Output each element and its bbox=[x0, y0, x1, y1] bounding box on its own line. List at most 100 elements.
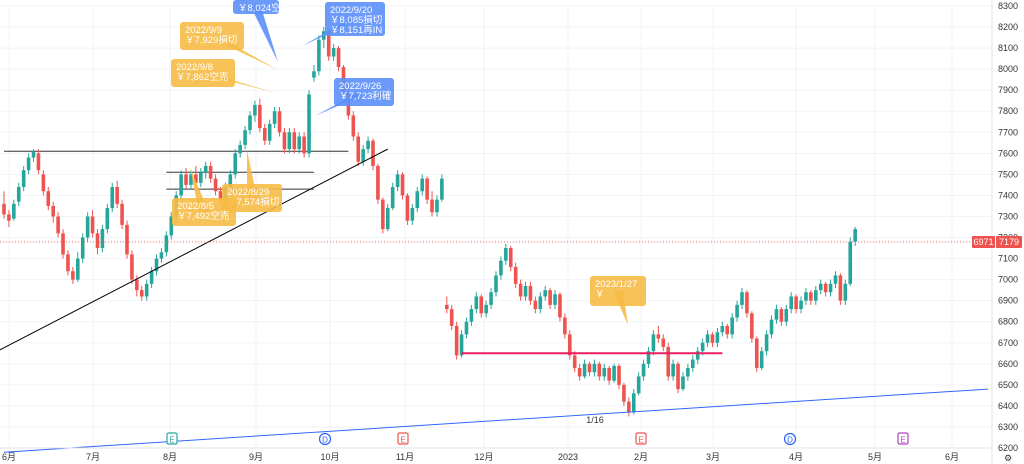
earnings-marker bbox=[166, 432, 178, 445]
y-tick-label: 7800 bbox=[998, 106, 1018, 116]
callout-box bbox=[334, 78, 394, 106]
candle-body bbox=[130, 254, 134, 280]
event-marker-label: E bbox=[169, 436, 174, 445]
x-tick-label: 7月 bbox=[86, 452, 100, 462]
callout-text: 2022/8/29 bbox=[227, 187, 269, 198]
candle-body bbox=[95, 233, 100, 249]
callout-text: 2023/1/27 bbox=[595, 279, 637, 290]
candle-body bbox=[627, 401, 631, 413]
y-tick-label: 6200 bbox=[998, 443, 1018, 453]
candle-body bbox=[331, 48, 336, 57]
candle-body bbox=[385, 208, 390, 230]
candle-body bbox=[282, 132, 287, 150]
callout-text: 2022/8/5 bbox=[177, 201, 214, 212]
candle-body bbox=[597, 363, 602, 377]
candle-body bbox=[302, 136, 306, 154]
candle-body bbox=[164, 235, 169, 253]
chart-extras: 1/16 bbox=[0, 241, 992, 425]
x-tick-label: 8月 bbox=[163, 452, 177, 462]
callout-box bbox=[325, 2, 385, 36]
candle-body bbox=[725, 325, 730, 335]
candle-body bbox=[715, 332, 720, 343]
callout-box bbox=[171, 59, 235, 87]
candle-body bbox=[577, 368, 582, 377]
candle-body bbox=[41, 174, 46, 192]
candle-body bbox=[7, 214, 11, 221]
candle-body bbox=[435, 199, 439, 213]
candle-body bbox=[110, 187, 115, 209]
candle-body bbox=[2, 203, 6, 215]
candle-body bbox=[818, 283, 823, 291]
candle-body bbox=[390, 187, 395, 209]
annotation-callout: 2022/9/9￥7,929損切 bbox=[180, 22, 278, 70]
candle-body bbox=[528, 285, 533, 301]
candle-body bbox=[80, 237, 85, 259]
candle-body bbox=[533, 300, 538, 310]
candle-body bbox=[823, 283, 828, 293]
horizontal-lines bbox=[4, 150, 349, 190]
candle-body bbox=[750, 313, 754, 339]
candle-body bbox=[208, 165, 213, 179]
candle-body bbox=[740, 292, 744, 305]
candle-body bbox=[568, 334, 572, 356]
callout-text: ￥7,492空売 bbox=[177, 210, 229, 222]
price-labels: 6971 7179 bbox=[972, 235, 1022, 248]
candle-body bbox=[489, 292, 493, 305]
candle-body bbox=[253, 104, 257, 116]
candle-body bbox=[115, 187, 119, 204]
event-marker-label: E bbox=[400, 436, 405, 445]
candle-body bbox=[622, 384, 626, 402]
candle-body bbox=[518, 283, 523, 297]
candle-body bbox=[425, 178, 429, 200]
candle-body bbox=[292, 132, 297, 150]
x-tick-label: 2023 bbox=[558, 452, 578, 462]
callout-text: 2022/9/26 bbox=[339, 81, 381, 92]
candle-body bbox=[351, 115, 356, 137]
y-tick-label: 7000 bbox=[998, 275, 1018, 285]
candle-body bbox=[499, 260, 503, 276]
x-tick-label: 5月 bbox=[868, 452, 882, 462]
y-tick-label: 6600 bbox=[998, 359, 1018, 369]
candle-body bbox=[671, 363, 675, 377]
candle-body bbox=[90, 216, 95, 234]
event-marker-label: E bbox=[638, 436, 643, 445]
price-label-bg bbox=[996, 235, 1022, 248]
candle-body bbox=[843, 283, 848, 301]
candle-body bbox=[213, 178, 218, 192]
grid bbox=[0, 5, 992, 449]
callout-text: ￥ bbox=[595, 289, 605, 300]
candle-body bbox=[238, 144, 242, 154]
candle-body bbox=[218, 191, 223, 200]
candle-body bbox=[356, 136, 361, 162]
candle-body bbox=[661, 338, 666, 347]
candle-body bbox=[336, 48, 341, 68]
candle-body bbox=[262, 128, 267, 141]
candle-body bbox=[125, 224, 129, 255]
candle-body bbox=[149, 271, 154, 284]
candle-body bbox=[853, 229, 857, 242]
callout-text: ￥8,151再IN bbox=[330, 25, 382, 36]
candle-body bbox=[272, 111, 277, 124]
candle-body bbox=[179, 174, 183, 196]
candle-body bbox=[203, 165, 208, 173]
earnings-marker bbox=[897, 432, 909, 445]
candle-body bbox=[592, 363, 597, 373]
candle-body bbox=[12, 203, 16, 219]
callout-text: 2022/9/8 bbox=[176, 62, 213, 73]
y-tick-label: 7500 bbox=[998, 169, 1018, 179]
annotation-callout: 2022/8/5￥7,492空売 bbox=[172, 168, 236, 226]
candle-body bbox=[469, 309, 474, 322]
candle-body bbox=[248, 115, 252, 131]
candle-body bbox=[430, 199, 434, 213]
candle-body bbox=[666, 346, 670, 377]
candle-body bbox=[754, 338, 759, 369]
candle-body bbox=[449, 309, 454, 326]
callout-text: ￥8,085損切 bbox=[330, 14, 382, 26]
candle-body bbox=[454, 325, 459, 356]
candle-body bbox=[400, 174, 405, 196]
candle-body bbox=[366, 140, 370, 150]
candle-body bbox=[479, 296, 484, 314]
candle-body bbox=[646, 351, 651, 364]
